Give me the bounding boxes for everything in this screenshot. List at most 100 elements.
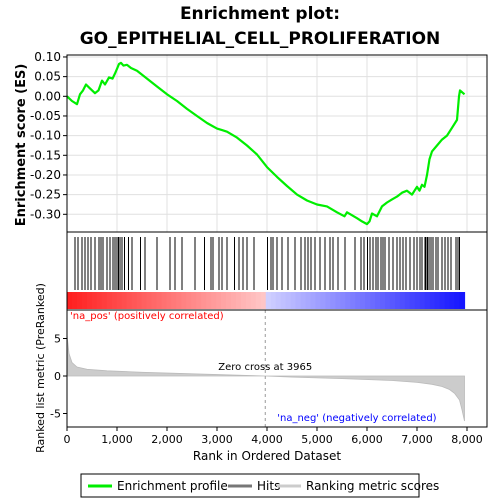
metric-xtick-label: 8,000	[451, 433, 483, 446]
correlation-band-segment	[250, 292, 257, 309]
correlation-band-segment	[230, 292, 237, 309]
chart-title-line2: GO_EPITHELIAL_CELL_PROLIFERATION	[80, 29, 441, 49]
correlation-band-segment	[295, 292, 302, 309]
legend-hits-label: Hits	[257, 479, 280, 493]
neg-correlated-label: 'na_neg' (negatively correlated)	[277, 413, 436, 424]
ranking-metric-area	[66, 334, 465, 422]
correlation-band-segment	[260, 292, 267, 309]
correlation-band-segment	[345, 292, 351, 309]
correlation-band-segment	[171, 292, 177, 309]
correlation-band-segment	[235, 292, 242, 309]
es-ytick-label: 0.05	[34, 70, 61, 84]
correlation-band-segment	[81, 292, 88, 309]
correlation-band-segment	[459, 292, 466, 309]
correlation-band-segment	[394, 292, 401, 309]
correlation-band-segment	[375, 292, 381, 309]
metric-background	[67, 310, 487, 427]
correlation-band-segment	[221, 292, 227, 309]
metric-ytick-label: -5	[50, 408, 61, 421]
correlation-band-segment	[111, 292, 118, 309]
correlation-band-segment	[350, 292, 356, 309]
es-ytick-label: -0.30	[30, 207, 61, 221]
correlation-band-segment	[275, 292, 282, 309]
correlation-band-segment	[285, 292, 292, 309]
correlation-band-segment	[166, 292, 172, 309]
chart-title-line1: Enrichment plot:	[180, 4, 340, 24]
correlation-band-segment	[141, 292, 148, 309]
correlation-band-segment	[290, 292, 297, 309]
correlation-band-segment	[156, 292, 163, 309]
es-ytick-label: -0.15	[30, 148, 61, 162]
correlation-band-segment	[91, 292, 98, 309]
correlation-band-segment	[419, 292, 426, 309]
correlation-band-segment	[240, 292, 247, 309]
correlation-band-segment	[186, 292, 192, 309]
correlation-band-segment	[191, 292, 197, 309]
correlation-band-segment	[429, 292, 436, 309]
correlation-band-segment	[370, 292, 376, 309]
correlation-band-segment	[76, 292, 83, 309]
correlation-band-segment	[399, 292, 406, 309]
correlation-band-segment	[121, 292, 128, 309]
correlation-band-segment	[330, 292, 336, 309]
correlation-band-segment	[414, 292, 421, 309]
metric-xtick-label: 5,000	[301, 433, 333, 446]
correlation-band-segment	[86, 292, 93, 309]
correlation-band-segment	[300, 292, 307, 309]
correlation-band-segment	[181, 292, 187, 309]
es-ytick-label: -0.05	[30, 109, 61, 123]
correlation-band-segment	[325, 292, 331, 309]
correlation-band-segment	[424, 292, 431, 309]
correlation-band-segment	[454, 292, 461, 309]
es-ytick-label: -0.20	[30, 168, 61, 182]
correlation-band-segment	[206, 292, 212, 309]
correlation-band-segment	[320, 292, 326, 309]
correlation-band-segment	[265, 292, 272, 309]
metric-xtick-label: 7,000	[401, 433, 433, 446]
correlation-band-segment	[439, 292, 446, 309]
metric-xtick-label: 6,000	[351, 433, 383, 446]
correlation-band-segment	[409, 292, 416, 309]
legend-enrichment-label: Enrichment profile	[117, 479, 228, 493]
correlation-band-segment	[434, 292, 441, 309]
es-ytick-label: -0.10	[30, 129, 61, 143]
correlation-band-segment	[136, 292, 143, 309]
correlation-band-segment	[211, 292, 217, 309]
correlation-band-segment	[101, 292, 108, 309]
metric-panel: 50-50 1,000 2,000 3,000 4,000 5,000 6,000 7,000…	[50, 309, 488, 446]
correlation-band-segment	[255, 292, 262, 309]
zero-cross-label: Zero cross at 3965	[218, 362, 312, 373]
metric-xlabel: Rank in Ordered Dataset	[193, 449, 341, 463]
correlation-band-segment	[444, 292, 451, 309]
correlation-band-segment	[280, 292, 287, 309]
metric-xtick-label: 4,000	[251, 433, 283, 446]
correlation-band-segment	[67, 292, 73, 309]
es-panel: 0.10 0.05 0.00 -0.05 -0.10 -0.15 -0.20 -0.25 -0.…	[30, 50, 488, 233]
metric-xtick-label: 0	[64, 433, 71, 446]
metric-ytick-label: 0	[54, 370, 61, 383]
metric-ytick-label: 5	[54, 333, 61, 346]
es-ytick-label: -0.25	[30, 188, 61, 202]
correlation-band-segment	[404, 292, 411, 309]
correlation-band-segment	[360, 292, 366, 309]
correlation-band-segment	[161, 292, 167, 309]
correlation-band-segment	[201, 292, 207, 309]
correlation-band-segment	[146, 292, 153, 309]
correlation-band-segment	[449, 292, 456, 309]
es-ylabel: Enrichment score (ES)	[14, 64, 29, 227]
correlation-band-segment	[315, 292, 322, 309]
metric-xtick-label: 1,000	[101, 433, 133, 446]
correlation-band-segment	[196, 292, 202, 309]
correlation-band-segment	[131, 292, 138, 309]
correlation-band-segment	[385, 292, 391, 309]
es-ytick-label: 0.00	[34, 89, 61, 103]
es-plot-background	[67, 55, 487, 232]
metric-xtick-label: 3,000	[201, 433, 233, 446]
correlation-band-segment	[245, 292, 252, 309]
correlation-band-segment	[106, 292, 113, 309]
correlation-band-segment	[355, 292, 361, 309]
enrichment-profile-line	[66, 61, 466, 226]
correlation-band-segment	[365, 292, 371, 309]
es-ytick-label: 0.10	[34, 50, 61, 64]
